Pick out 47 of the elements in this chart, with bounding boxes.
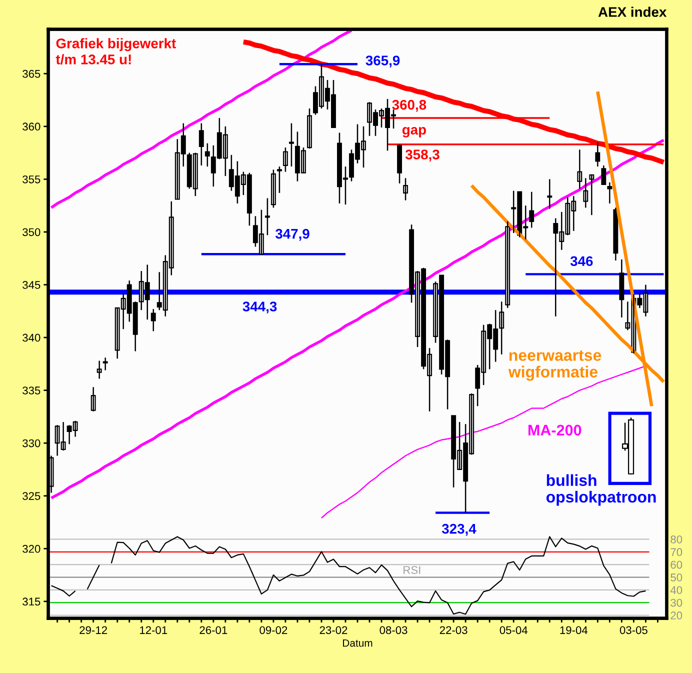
candlestick — [288, 122, 294, 168]
x-tick-label: 03-05 — [620, 626, 648, 634]
x-tick-label: 08-03 — [380, 626, 408, 634]
series-label: MA-200 — [528, 424, 582, 436]
y-tick-label: 360 — [22, 122, 40, 131]
annotation: Grafiek bijgewerkt t/m 13.45 u! — [56, 38, 176, 65]
y-tick-label: 350 — [22, 228, 40, 236]
annotation: bullish opslokpatroon — [546, 474, 656, 506]
candlestick — [276, 166, 282, 194]
x-tick-label: 29-12 — [80, 626, 107, 634]
x-tick-label: 12-01 — [140, 626, 168, 634]
x-axis-title: Datum — [343, 639, 372, 647]
y-tick-label: 315 — [22, 598, 40, 606]
x-tick-label: 26-01 — [200, 626, 228, 634]
y-tick-label: 345 — [22, 281, 40, 289]
annotation: 323,4 — [442, 524, 476, 536]
x-tick-label: 05-04 — [500, 626, 528, 634]
line-series — [50, 29, 353, 210]
annotation: 347,9 — [275, 228, 310, 241]
y2-tick-label: 80 — [670, 536, 682, 544]
y-tick-label: 335 — [22, 386, 40, 394]
y-tick-label: 325 — [22, 492, 40, 500]
y2-tick-label: 20 — [670, 612, 682, 620]
y-tick-label: 365 — [22, 70, 40, 78]
y-tick-label: 340 — [22, 334, 40, 342]
annotation: 360,8 — [392, 100, 426, 112]
y2-tick-label: 30 — [670, 598, 682, 607]
x-tick-label: 22-03 — [440, 626, 468, 634]
y-tick-label: 330 — [22, 439, 40, 448]
annotation: 346 — [570, 256, 593, 266]
y2-tick-label: 70 — [670, 548, 682, 556]
x-tick-label: 09-02 — [260, 626, 288, 634]
annotation: gap — [402, 127, 426, 138]
chart-title: AEX index — [598, 6, 667, 17]
x-tick-label: 23-02 — [320, 626, 348, 634]
annotation: RSI — [404, 566, 420, 574]
annotation: 358,3 — [405, 150, 440, 162]
x-tick-label: 19-04 — [560, 626, 588, 634]
ref-line-label: 344,3 — [242, 302, 277, 314]
y2-tick-label: 60 — [670, 560, 682, 569]
y-tick-label: 320 — [22, 544, 40, 553]
annotation: 365,9 — [366, 56, 400, 68]
y2-tick-label: 40 — [670, 586, 682, 594]
annotation: neerwaartse wigformatie — [508, 350, 602, 381]
candlestick — [102, 356, 108, 371]
y-tick-label: 355 — [22, 175, 40, 184]
y2-tick-label: 50 — [670, 574, 682, 582]
